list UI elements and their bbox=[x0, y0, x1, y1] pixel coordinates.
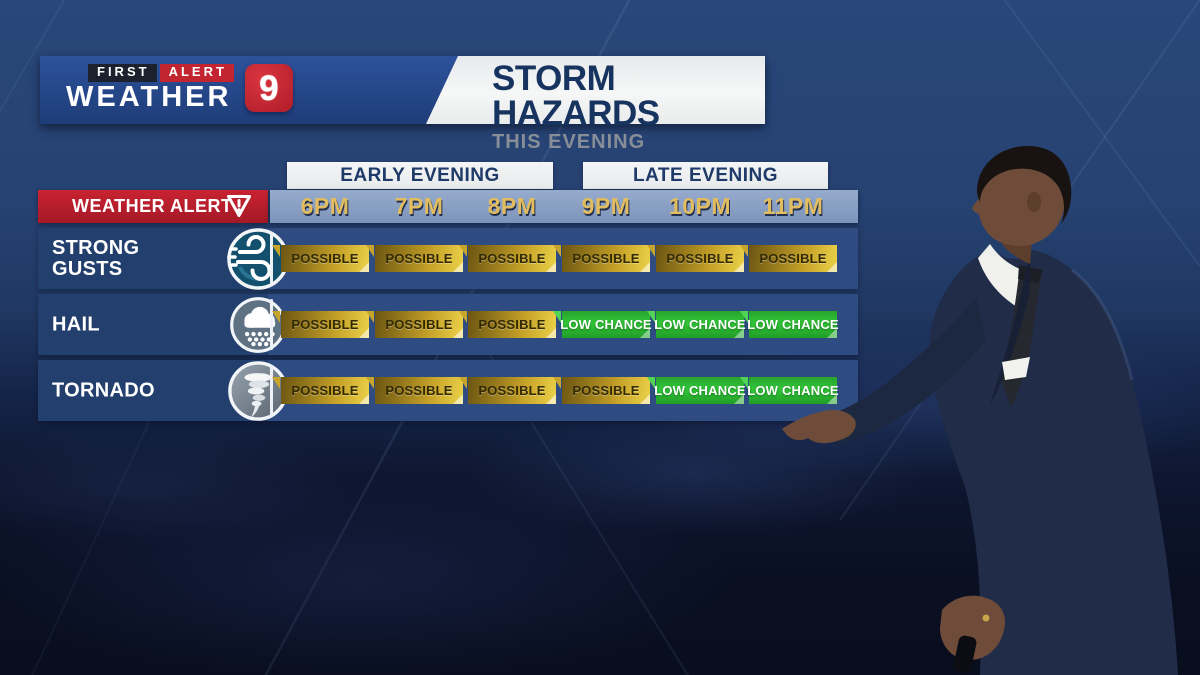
hazard-label: STRONG GUSTS bbox=[52, 236, 140, 280]
hazard-row-tornado: TORNADO POSSIBLE POSSIBLE POSSIBLE POSSI… bbox=[38, 360, 858, 421]
hazard-cell: POSSIBLE bbox=[553, 245, 650, 272]
row-separator bbox=[270, 233, 273, 284]
presenter-left-hand bbox=[940, 595, 1006, 660]
time-label-8pm: 8PM bbox=[487, 193, 537, 219]
hazard-cell: LOW CHANCE bbox=[647, 311, 746, 338]
row-separator bbox=[270, 365, 273, 416]
hazard-row-strong-gusts: STRONG GUSTS POSSIBLE POSSIBLE POSSIBLE … bbox=[38, 227, 858, 290]
first-badge: FIRST bbox=[88, 64, 157, 82]
hazard-cell: POSSIBLE bbox=[366, 245, 463, 272]
time-label-11pm: 11PM bbox=[762, 193, 824, 219]
hazard-label: HAIL bbox=[52, 313, 100, 335]
header-banner: FIRST ALERT WEATHER 9 STORM HAZARDS THIS… bbox=[40, 56, 765, 153]
hazard-cell: POSSIBLE bbox=[272, 245, 369, 272]
first-alert-weather-logo: FIRST ALERT WEATHER 9 bbox=[66, 64, 293, 112]
hazard-cell: POSSIBLE bbox=[272, 311, 369, 338]
presenter-pointing-arm bbox=[826, 298, 986, 445]
weather-alert-bar: WEATHER ALERT bbox=[38, 190, 268, 223]
weather-alert-label: WEATHER ALERT bbox=[72, 196, 233, 216]
channel-number: 9 bbox=[259, 68, 279, 108]
hazard-cell: LOW CHANCE bbox=[553, 311, 652, 338]
hazard-cell: POSSIBLE bbox=[647, 245, 744, 272]
warning-triangle-icon bbox=[227, 195, 251, 217]
page-subtitle: THIS EVENING bbox=[492, 131, 646, 153]
alert-badge: ALERT bbox=[160, 64, 234, 82]
time-label-9pm: 9PM bbox=[581, 193, 631, 219]
page-title: STORM HAZARDS bbox=[492, 59, 660, 133]
row-separator bbox=[270, 299, 273, 350]
period-header-late-evening: LATE EVENING bbox=[583, 162, 828, 189]
weather-wordmark: WEATHER bbox=[66, 80, 232, 113]
hazard-label: TORNADO bbox=[52, 379, 155, 401]
hazard-cell: LOW CHANCE bbox=[740, 377, 839, 404]
hazard-cell: POSSIBLE bbox=[459, 245, 556, 272]
hail-icon bbox=[230, 296, 286, 353]
presenter-ring bbox=[982, 614, 990, 622]
period-header-early-evening: EARLY EVENING bbox=[287, 162, 553, 189]
tornado-icon bbox=[228, 360, 288, 421]
hazard-cell: POSSIBLE bbox=[459, 377, 556, 404]
presenter-pointing-hand bbox=[782, 410, 856, 444]
time-label-7pm: 7PM bbox=[394, 193, 444, 219]
presenter-hair bbox=[977, 146, 1072, 224]
presenter-suit bbox=[929, 248, 1178, 675]
time-axis-bar: 6PM 7PM 8PM 9PM 10PM 11PM bbox=[270, 190, 858, 223]
presenter-clicker bbox=[953, 635, 977, 673]
hazard-row-hail: HAIL POSSIBLE POSSIBLE POSSIBLE LOW CHAN… bbox=[38, 294, 858, 355]
hazard-cell: LOW CHANCE bbox=[647, 377, 746, 404]
hazard-cell: POSSIBLE bbox=[553, 377, 650, 404]
hazard-cell: POSSIBLE bbox=[366, 377, 463, 404]
weather-presenter bbox=[782, 146, 1178, 675]
time-label-6pm: 6PM bbox=[300, 193, 350, 219]
hazard-cell: POSSIBLE bbox=[740, 245, 837, 272]
time-label-10pm: 10PM bbox=[668, 193, 732, 219]
hazard-cell: LOW CHANCE bbox=[740, 311, 839, 338]
presenter-pocket-square bbox=[1002, 357, 1030, 380]
hazard-cell: POSSIBLE bbox=[366, 311, 463, 338]
brand-panel: FIRST ALERT WEATHER 9 bbox=[40, 56, 458, 124]
hazard-cell: POSSIBLE bbox=[459, 311, 556, 338]
hazard-cell: POSSIBLE bbox=[272, 377, 369, 404]
channel-9-logo: 9 bbox=[245, 64, 293, 112]
